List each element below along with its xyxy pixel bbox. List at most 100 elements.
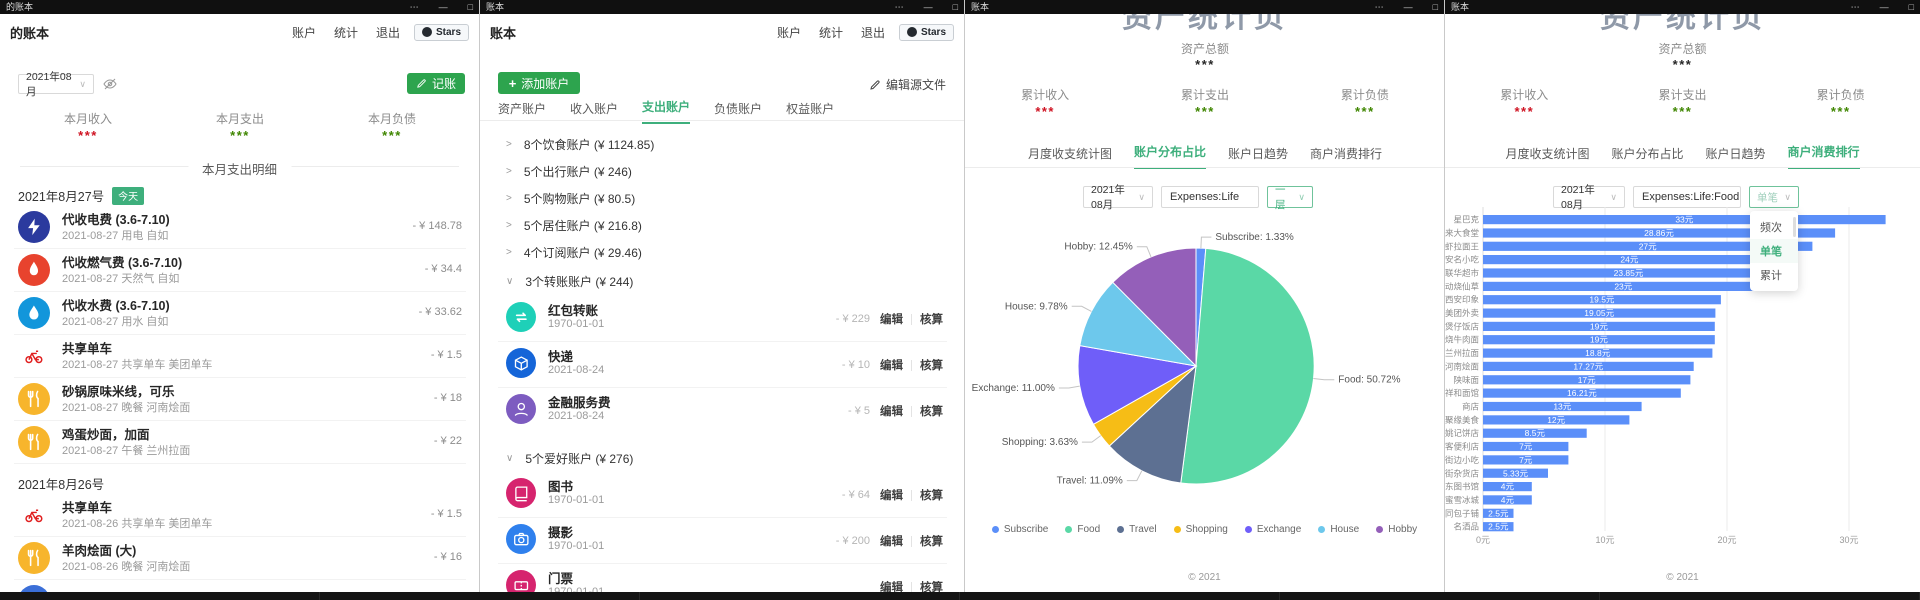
package-icon xyxy=(506,348,536,378)
window-minimize-icon[interactable]: — xyxy=(438,2,448,12)
edit-link[interactable]: 编辑 xyxy=(880,536,903,548)
window-maximize-icon[interactable]: □ xyxy=(1908,2,1914,12)
tab-2[interactable]: 账户日趋势 xyxy=(1228,147,1289,161)
legend-item-house[interactable]: House xyxy=(1318,524,1359,535)
pie-chart: Subscribe: 1.33% Food: 50.72% Travel: 11.0… xyxy=(965,210,1444,510)
nav-item-2[interactable]: 退出 xyxy=(860,25,885,40)
add-account-button[interactable]: + 添加账户 xyxy=(498,72,580,94)
nav-item-2[interactable]: 退出 xyxy=(375,25,400,40)
account-date: 2021-08-24 xyxy=(548,410,605,422)
app-logo[interactable]: 账本 xyxy=(490,25,517,41)
app-logo[interactable]: 的账本 xyxy=(10,25,50,41)
window-menu-icon[interactable]: ⋯ xyxy=(409,2,419,12)
row-separator xyxy=(498,517,947,518)
window-minimize-icon[interactable]: — xyxy=(1879,2,1889,12)
tab-1[interactable]: 账户分布占比 xyxy=(1611,147,1684,161)
dropdown-scrollbar[interactable] xyxy=(1793,217,1796,237)
edit-link[interactable]: 编辑 xyxy=(880,582,903,594)
edit-link[interactable]: 编辑 xyxy=(880,490,903,502)
dropdown-option-单笔[interactable]: 单笔 xyxy=(1750,239,1798,263)
tab-2[interactable]: 支出账户 xyxy=(642,98,691,124)
tab-1[interactable]: 收入账户 xyxy=(570,102,619,116)
legend-item-shopping[interactable]: Shopping xyxy=(1173,524,1228,535)
legend-item-travel[interactable]: Travel xyxy=(1117,524,1157,535)
window-minimize-icon[interactable]: — xyxy=(1403,2,1413,12)
audit-link[interactable]: 核算 xyxy=(920,314,943,326)
pencil-icon xyxy=(869,79,881,91)
tab-1[interactable]: 账户分布占比 xyxy=(1133,143,1206,169)
account-group-collapsed[interactable]: >5个出行账户 (¥ 246) xyxy=(506,163,632,180)
bar-category-label: 红烧牛肉面 xyxy=(1445,335,1479,345)
stat-value-masked: *** xyxy=(1830,104,1851,119)
window-maximize-icon[interactable]: □ xyxy=(952,2,958,12)
edit-link[interactable]: 编辑 xyxy=(880,360,903,372)
stats-tabs: 月度收支统计图 账户分布占比 账户日趋势 商户消费排行 xyxy=(965,143,1444,169)
account-group-expanded[interactable]: ∨ 5个爱好账户 (¥ 276) xyxy=(506,450,633,467)
tabs-divider xyxy=(965,167,1444,168)
window-menu-icon[interactable]: ⋯ xyxy=(894,2,904,12)
eye-off-icon[interactable] xyxy=(102,76,118,92)
pencil-icon xyxy=(416,78,427,89)
account-group-collapsed[interactable]: >5个购物账户 (¥ 80.5) xyxy=(506,190,635,207)
nav-item-0[interactable]: 账户 xyxy=(776,25,801,40)
tab-2[interactable]: 账户日趋势 xyxy=(1705,147,1766,161)
pie-slice-exchange[interactable] xyxy=(1077,345,1198,425)
legend-item-subscribe[interactable]: Subscribe xyxy=(991,524,1048,535)
account-date: 1970-01-01 xyxy=(548,540,605,552)
nav-item-0[interactable]: 账户 xyxy=(291,25,316,40)
pie-slice-hobby[interactable] xyxy=(1112,247,1197,368)
transaction-row: 代收水费 (3.6-7.10) 2021-08-27 用水 自如 - ¥ 33.62 xyxy=(0,292,479,335)
month-select[interactable]: 2021年08月 ∨ xyxy=(1553,184,1625,211)
window-maximize-icon[interactable]: □ xyxy=(1432,2,1438,12)
audit-link[interactable]: 核算 xyxy=(920,582,943,594)
edit-source-button[interactable]: 编辑源文件 xyxy=(869,76,946,93)
audit-link[interactable]: 核算 xyxy=(920,406,943,418)
account-group-expanded[interactable]: ∨ 3个转账账户 (¥ 244) xyxy=(506,273,633,290)
legend-dot xyxy=(1117,526,1125,533)
tab-3[interactable]: 商户消费排行 xyxy=(1310,147,1383,161)
edit-link[interactable]: 编辑 xyxy=(880,314,903,326)
tab-3[interactable]: 负债账户 xyxy=(714,102,763,116)
account-group-collapsed[interactable]: >4个订阅账户 (¥ 29.46) xyxy=(506,244,642,261)
page-hero-title: 资产统计页 xyxy=(1600,14,1765,35)
account-group-collapsed[interactable]: >8个饮食账户 (¥ 1124.85) xyxy=(506,136,654,153)
month-select[interactable]: 2021年08月 ∨ xyxy=(18,71,94,98)
account-filter-input[interactable]: Expenses:Life:Food xyxy=(1633,186,1741,208)
month-select[interactable]: 2021年08月 ∨ xyxy=(1083,184,1153,211)
audit-link[interactable]: 核算 xyxy=(920,490,943,502)
tab-0[interactable]: 资产账户 xyxy=(498,102,547,116)
account-filter-input[interactable]: Expenses:Life xyxy=(1161,186,1259,208)
bar-category-label: 美团外卖 xyxy=(1445,308,1479,318)
legend-dot xyxy=(1065,526,1073,533)
edit-link[interactable]: 编辑 xyxy=(880,406,903,418)
github-stars-badge[interactable]: Stars xyxy=(898,23,954,41)
window-menu-icon[interactable]: ⋯ xyxy=(1850,2,1860,12)
legend-item-hobby[interactable]: Hobby xyxy=(1376,524,1417,535)
window-menu-icon[interactable]: ⋯ xyxy=(1374,2,1384,12)
transaction-meta: 2021-08-27 用电 自如 xyxy=(62,230,169,242)
nav-item-1[interactable]: 统计 xyxy=(818,25,843,40)
tab-0[interactable]: 月度收支统计图 xyxy=(1505,147,1590,161)
pie-slice-travel[interactable] xyxy=(1108,364,1197,484)
bar-category-label: 联华超市 xyxy=(1445,268,1479,278)
legend-item-exchange[interactable]: Exchange xyxy=(1244,524,1301,535)
tab-3[interactable]: 商户消费排行 xyxy=(1787,143,1860,169)
nav-item-1[interactable]: 统计 xyxy=(333,25,358,40)
taskbar[interactable] xyxy=(0,592,1920,600)
legend-item-food[interactable]: Food xyxy=(1065,524,1100,535)
github-stars-badge[interactable]: Stars xyxy=(413,23,469,41)
audit-link[interactable]: 核算 xyxy=(920,360,943,372)
depth-select[interactable]: 一层 ∨ xyxy=(1267,184,1313,211)
dropdown-option-频次[interactable]: 频次 xyxy=(1760,222,1782,234)
tab-4[interactable]: 权益账户 xyxy=(786,102,835,116)
tab-0[interactable]: 月度收支统计图 xyxy=(1027,147,1112,161)
transaction-row: 代收燃气费 (3.6-7.10) 2021-08-27 天然气 自如 - ¥ 34.… xyxy=(0,249,479,292)
mode-select[interactable]: 单笔 ∨ xyxy=(1749,186,1799,208)
pie-slice-house[interactable] xyxy=(1079,281,1198,367)
audit-link[interactable]: 核算 xyxy=(920,536,943,548)
account-group-collapsed[interactable]: >5个居住账户 (¥ 216.8) xyxy=(506,217,642,234)
record-button[interactable]: 记账 xyxy=(407,73,465,94)
dropdown-option-累计[interactable]: 累计 xyxy=(1760,270,1782,282)
window-minimize-icon[interactable]: — xyxy=(923,2,933,12)
window-maximize-icon[interactable]: □ xyxy=(467,2,473,12)
